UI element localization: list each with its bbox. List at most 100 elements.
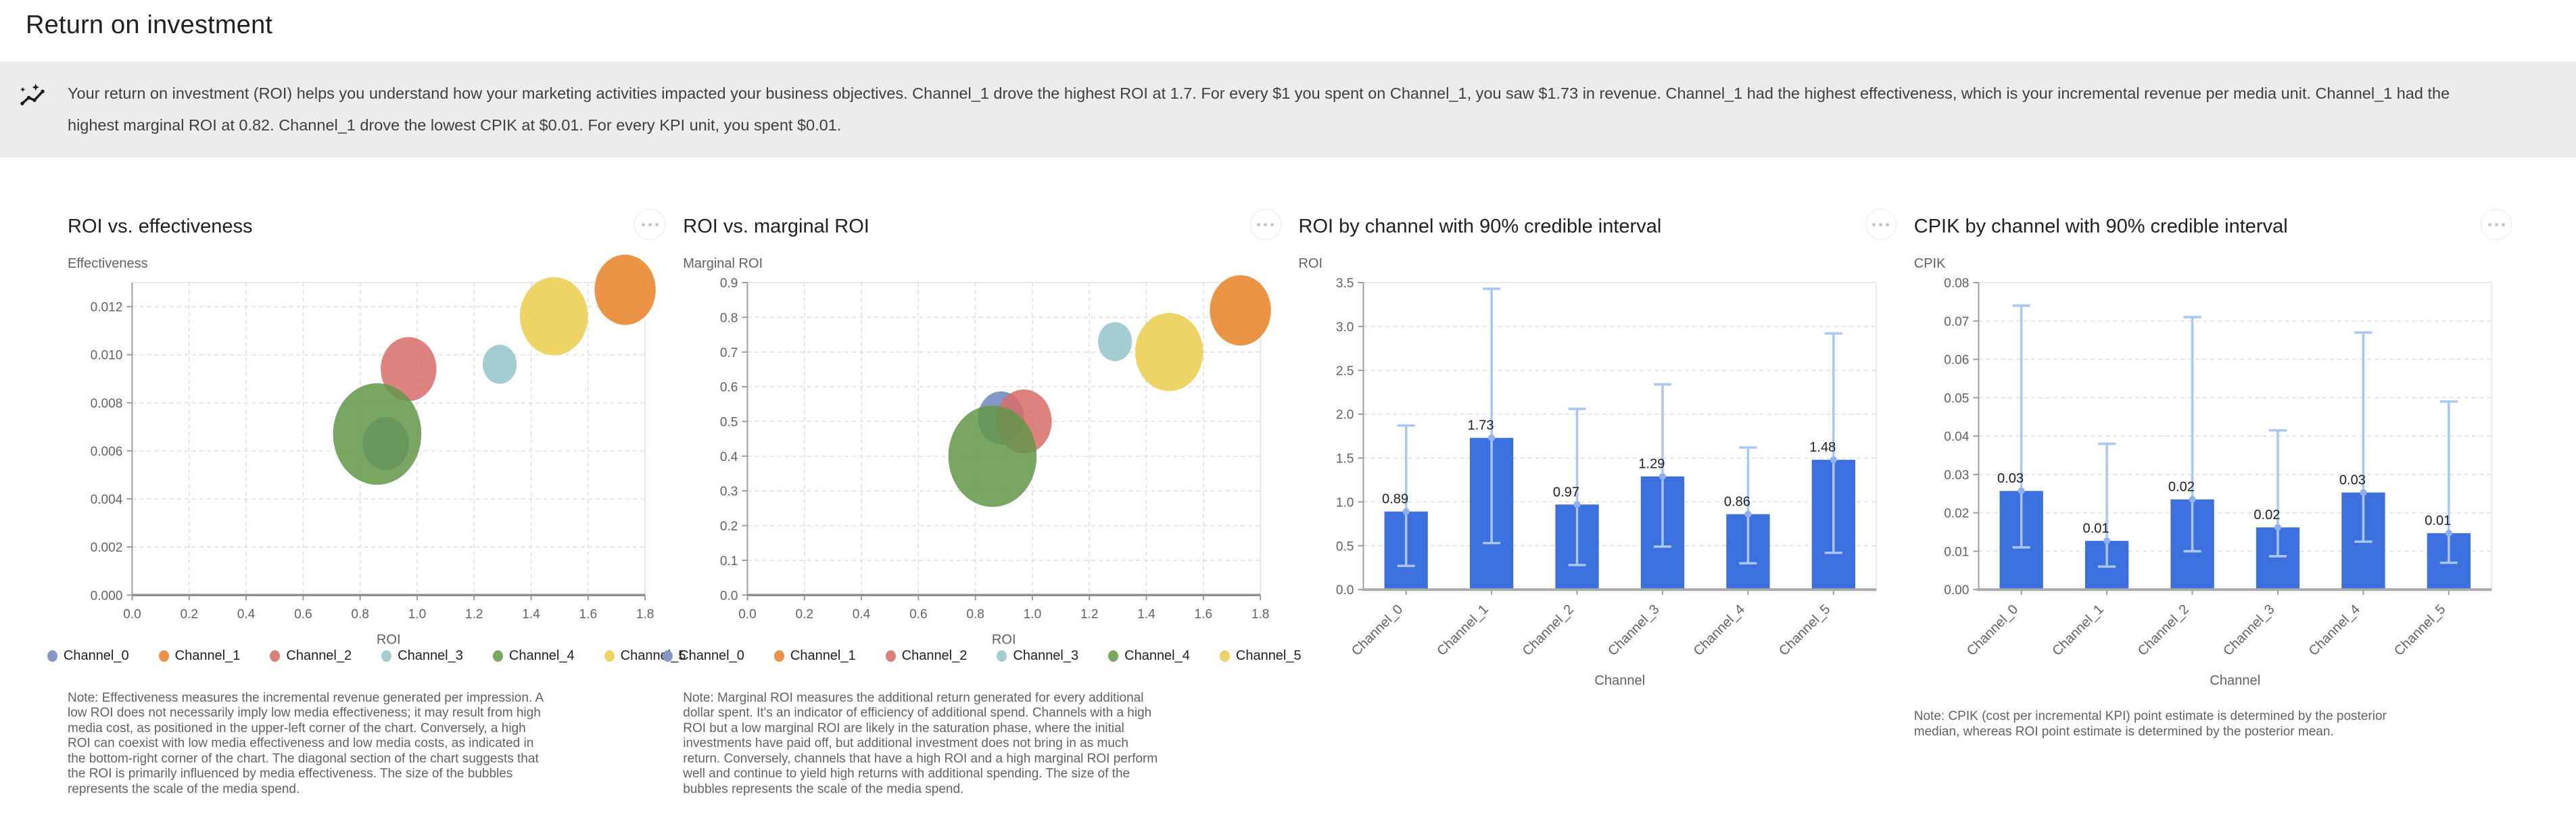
svg-text:Channel: Channel xyxy=(1594,673,1645,688)
svg-text:0.0: 0.0 xyxy=(738,607,757,621)
bubble-Channel_1 xyxy=(594,254,656,325)
legend-dot xyxy=(1108,650,1119,662)
chart-menu-button[interactable] xyxy=(1249,209,1281,240)
legend-item-Channel_4: Channel_4 xyxy=(1108,648,1190,664)
legend-label: Channel_0 xyxy=(63,648,129,663)
svg-text:0.008: 0.008 xyxy=(91,397,123,411)
chart-legend: Channel_0 Channel_1 Channel_2 Channel_3 Chan… xyxy=(663,648,1302,664)
x-label-Channel_1: Channel_1 xyxy=(2049,602,2106,658)
more-options-icon xyxy=(2487,222,2491,226)
legend-item-Channel_1: Channel_1 xyxy=(773,648,856,664)
legend-dot xyxy=(492,650,503,662)
svg-text:ROI: ROI xyxy=(992,633,1016,648)
legend-dot xyxy=(1219,650,1230,662)
chart-menu-button[interactable] xyxy=(2481,209,2512,240)
chart-title: ROI by channel with 90% credible interva… xyxy=(1298,216,1662,237)
svg-text:0.5: 0.5 xyxy=(720,415,738,429)
legend-dot xyxy=(270,650,281,662)
svg-text:0.02: 0.02 xyxy=(1944,507,1969,521)
roi-by-channel-card: ROI by channel with 90% credible interva… xyxy=(1298,209,1897,702)
svg-text:1.8: 1.8 xyxy=(1251,607,1270,621)
x-label-Channel_5: Channel_5 xyxy=(1776,602,1833,658)
svg-text:0.4: 0.4 xyxy=(853,607,871,621)
more-options-icon xyxy=(1257,222,1260,226)
svg-text:0.03: 0.03 xyxy=(1944,468,1969,483)
legend-dot xyxy=(773,650,784,662)
svg-text:0.8: 0.8 xyxy=(720,311,738,325)
insights-banner: Your return on investment (ROI) helps yo… xyxy=(0,62,2576,158)
roi-effectiveness-card: ROI vs. effectiveness Effectiveness 0.00… xyxy=(47,209,686,797)
svg-text:0.03: 0.03 xyxy=(2339,473,2366,488)
svg-text:1.2: 1.2 xyxy=(1080,607,1099,621)
svg-text:2.5: 2.5 xyxy=(1335,364,1354,379)
y-axis-title: Marginal ROI xyxy=(683,256,763,271)
legend-item-Channel_2: Channel_2 xyxy=(885,648,967,664)
bubble-Channel_3 xyxy=(483,345,517,384)
svg-text:1.2: 1.2 xyxy=(465,607,483,621)
svg-text:1.6: 1.6 xyxy=(579,607,598,621)
y-axis-title: ROI xyxy=(1298,256,1323,271)
svg-text:0.0: 0.0 xyxy=(1335,583,1354,598)
svg-text:0.86: 0.86 xyxy=(1723,495,1750,510)
x-label-Channel_2: Channel_2 xyxy=(1519,602,1576,658)
svg-text:0.05: 0.05 xyxy=(1944,391,1969,406)
legend-label: Channel_3 xyxy=(1013,648,1079,663)
svg-text:0.000: 0.000 xyxy=(91,589,123,603)
svg-text:0.01: 0.01 xyxy=(2425,514,2451,529)
bubble-Channel_2 xyxy=(381,337,437,402)
legend-item-Channel_5: Channel_5 xyxy=(1219,648,1302,664)
legend-dot xyxy=(47,650,57,662)
legend-dot xyxy=(604,650,615,662)
page-title: Return on investment xyxy=(26,11,273,39)
svg-text:0.2: 0.2 xyxy=(180,607,198,621)
auto-graph-icon xyxy=(18,82,47,115)
svg-text:3.0: 3.0 xyxy=(1335,320,1354,335)
chart-note: Note: Effectiveness measures the increme… xyxy=(68,690,544,796)
svg-text:0.002: 0.002 xyxy=(91,541,123,555)
chart-title: ROI vs. effectiveness xyxy=(68,216,253,237)
legend-item-Channel_0: Channel_0 xyxy=(47,648,129,664)
svg-text:1.4: 1.4 xyxy=(522,607,540,621)
svg-text:1.0: 1.0 xyxy=(1335,495,1354,510)
banner-insight-text: Your return on investment (ROI) helps yo… xyxy=(68,84,2450,134)
chart-menu-button[interactable] xyxy=(634,209,666,240)
svg-text:0.04: 0.04 xyxy=(1944,430,1970,444)
legend-item-Channel_3: Channel_3 xyxy=(381,648,463,664)
x-label-Channel_4: Channel_4 xyxy=(1690,602,1747,658)
legend-label: Channel_0 xyxy=(679,648,744,663)
roi-marginal-roi-card: ROI vs. marginal ROI Marginal ROI 0.0 0.1… xyxy=(663,209,1302,797)
svg-text:0.06: 0.06 xyxy=(1944,354,1969,368)
svg-text:0.02: 0.02 xyxy=(2168,480,2195,495)
svg-text:0.006: 0.006 xyxy=(91,445,123,459)
svg-text:0.07: 0.07 xyxy=(1944,315,1969,329)
svg-text:0.6: 0.6 xyxy=(294,607,312,621)
svg-text:0.8: 0.8 xyxy=(351,607,369,621)
x-label-Channel_0: Channel_0 xyxy=(1964,602,2021,658)
bubble-Channel_3 xyxy=(1098,322,1132,362)
chart-menu-button[interactable] xyxy=(1865,209,1897,240)
legend-dot xyxy=(885,650,896,662)
svg-text:0.4: 0.4 xyxy=(720,450,738,464)
legend-label: Channel_4 xyxy=(1124,648,1190,663)
legend-item-Channel_4: Channel_4 xyxy=(492,648,575,664)
bubble-Channel_5 xyxy=(1135,312,1203,391)
chart-title: ROI vs. marginal ROI xyxy=(683,216,869,237)
svg-text:1.48: 1.48 xyxy=(1809,440,1836,455)
legend-dot xyxy=(663,650,673,662)
svg-text:0.004: 0.004 xyxy=(91,493,123,507)
svg-text:0.5: 0.5 xyxy=(1335,539,1354,554)
legend-label: Channel_2 xyxy=(286,648,352,663)
more-options-icon xyxy=(1872,222,1876,226)
x-label-Channel_4: Channel_4 xyxy=(2306,602,2362,658)
legend-label: Channel_5 xyxy=(1235,648,1302,663)
svg-text:0.9: 0.9 xyxy=(720,276,738,291)
x-label-Channel_0: Channel_0 xyxy=(1348,602,1405,658)
chart-note: Note: CPIK (cost per incremental KPI) po… xyxy=(1913,709,2387,739)
charts-row: ROI vs. effectiveness Effectiveness 0.00… xyxy=(0,158,2576,797)
x-label-Channel_5: Channel_5 xyxy=(2391,602,2448,658)
cpik-by-channel-chart: 0.00 0.01 0.02 0.03 0.04 0.05 0.06 0.07 0.08 0.03… xyxy=(1944,276,2492,688)
svg-text:0.2: 0.2 xyxy=(720,520,738,534)
svg-text:1.5: 1.5 xyxy=(1335,452,1354,466)
legend-dot xyxy=(997,650,1007,662)
svg-text:0.1: 0.1 xyxy=(720,554,738,569)
